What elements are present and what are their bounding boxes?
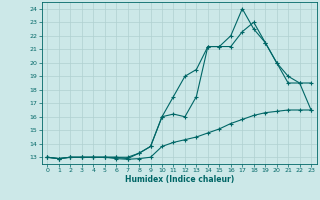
X-axis label: Humidex (Indice chaleur): Humidex (Indice chaleur) bbox=[124, 175, 234, 184]
